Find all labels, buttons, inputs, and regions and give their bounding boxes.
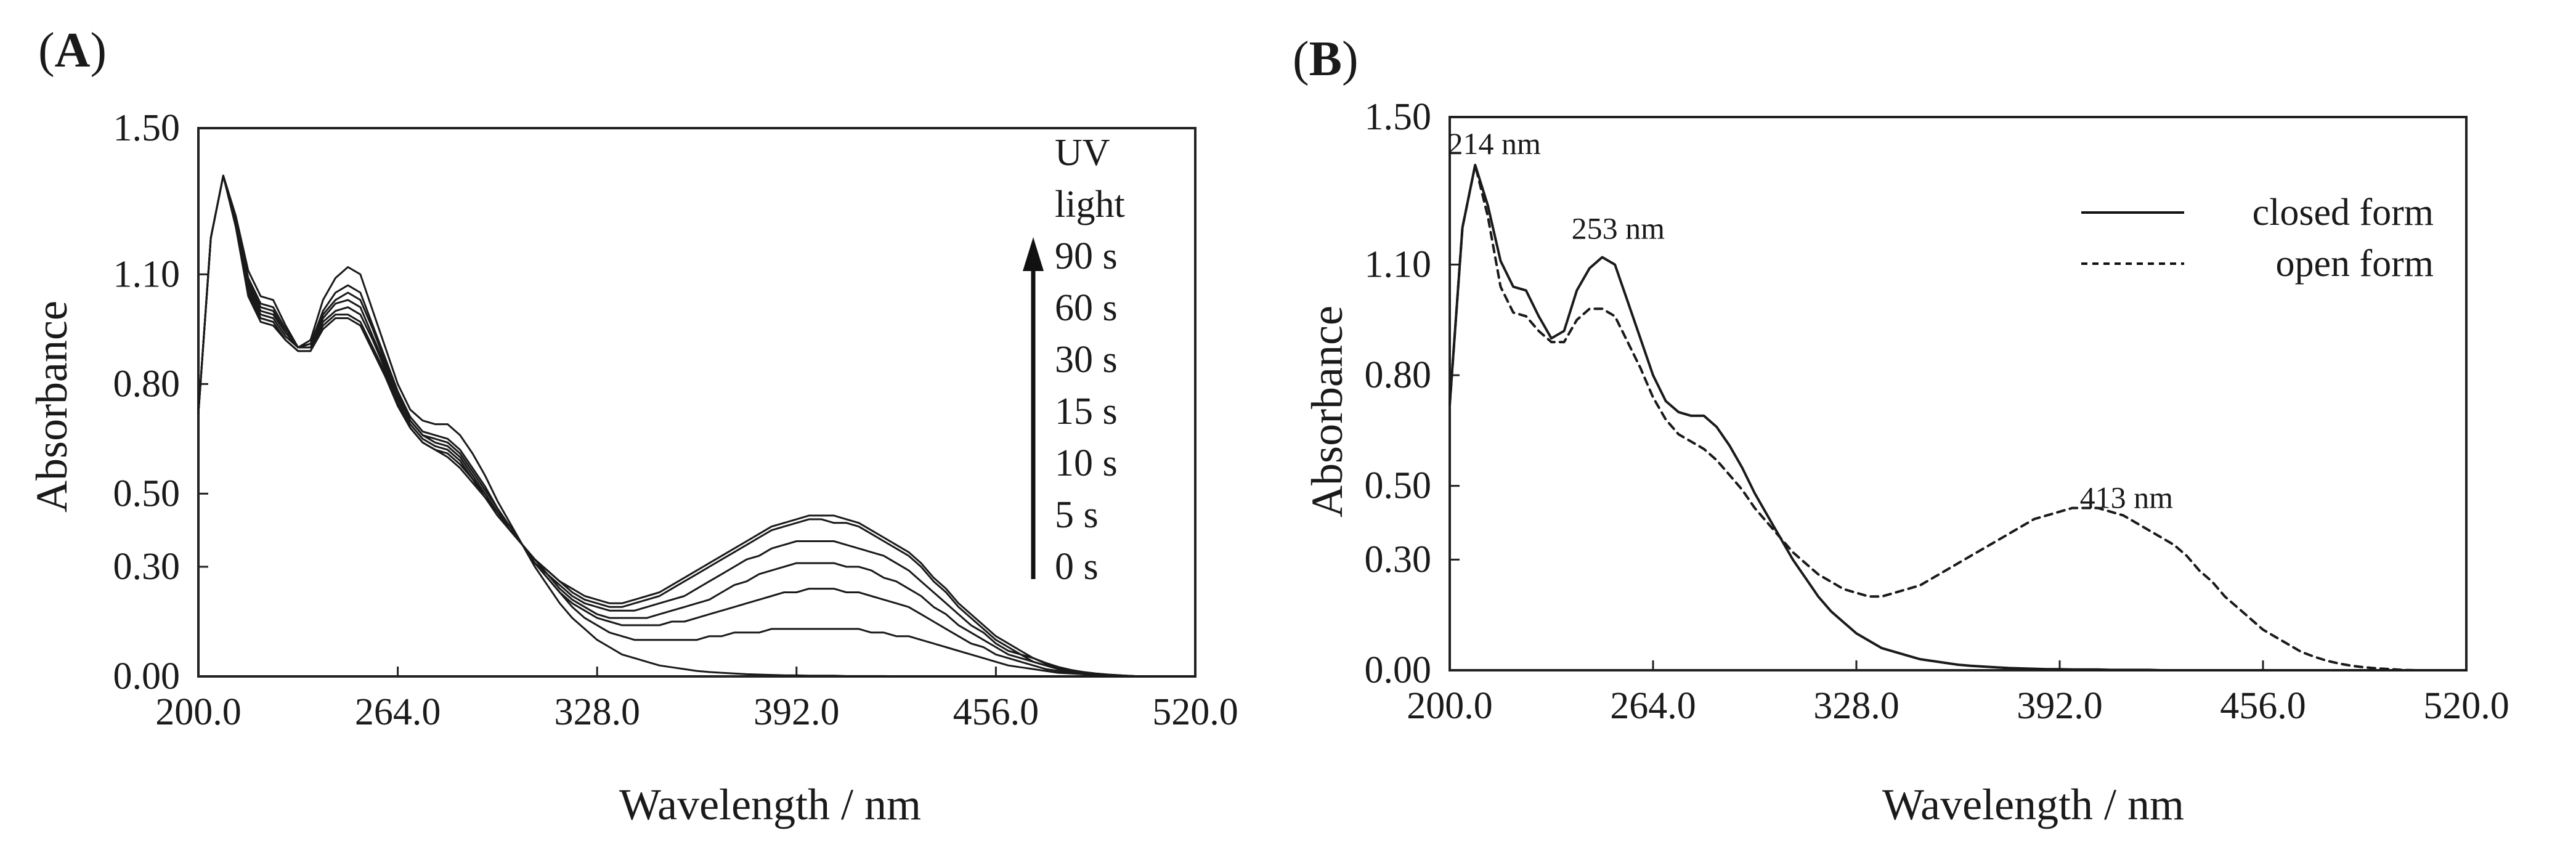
panel-a-xtick-label: 392.0 [754,691,840,733]
panel-b-annotation-413-nm: 413 nm [2080,481,2174,515]
panel-label-close-paren: ) [1342,32,1359,86]
panel-a-ytick-label: 0.00 [113,655,181,697]
panel-b-xtick-label: 328.0 [1813,685,1899,727]
panel-label-close-paren: ) [90,23,107,78]
panel-label-open-paren: ( [1293,32,1309,86]
panel-b-ytick-label: 0.50 [1365,465,1432,507]
panel-b-label: (B) [1293,32,1359,86]
uv-header-line1: UV [1055,132,1110,174]
panel-a-ytick-label: 0.50 [113,473,181,514]
panel-b-ytick-label: 0.30 [1365,538,1432,580]
time-label-10s: 10 s [1055,442,1118,484]
panel-a-series-15-s [197,174,1197,678]
panel-a-series-5-s [197,174,1197,678]
panel-b-xtick-label: 392.0 [2017,685,2103,727]
panel-a-ytick-label: 1.50 [113,107,181,149]
panel-label-letter: A [55,23,91,78]
time-label-60s: 60 s [1055,287,1118,329]
panel-a-ytick-label: 0.30 [113,546,181,588]
panel-b-xtick-label: 456.0 [2220,685,2306,727]
panel-a-xtick-label: 200.0 [155,691,242,733]
time-label-15s: 15 s [1055,391,1118,432]
panel-a-xtick-label: 456.0 [953,691,1039,733]
panel-b-ytick-label: 0.00 [1365,649,1432,691]
panel-b-series-open-form [1448,163,2468,671]
panel-b-ytick-label: 1.50 [1365,96,1432,138]
uv-arrow-head [1023,237,1044,271]
panel-a-series-10-s [197,174,1197,678]
panel-a-series-0-s [197,174,1197,678]
panel-label-letter: B [1309,32,1342,86]
panel-b-xlabel: Wavelength / nm [1882,780,2184,829]
panel-label-open-paren: ( [38,23,55,78]
panel-a-ylabel: Absorbance [27,301,76,513]
time-label-5s: 5 s [1055,494,1099,536]
panel-a-label: (A) [38,23,107,78]
panel-b-plot-area: 200.0 264.0 328.0 392.0 456.0 520.0 0.00 0.30 0.… [1365,96,2509,727]
panel-b-ytick-label: 0.80 [1365,354,1432,396]
uv-header-line2: light [1055,184,1125,225]
time-label-90s: 90 s [1055,235,1118,277]
panel-a-series-60-s [197,174,1197,678]
panel-b: (B) Absorbance Wavelength / nm 200.0 264.… [1293,32,2509,829]
panel-a-xtick-label: 264.0 [355,691,441,733]
time-label-0s: 0 s [1055,546,1099,588]
time-label-30s: 30 s [1055,339,1118,381]
panel-b-ytick-label: 1.10 [1365,243,1432,285]
panel-b-xtick-label: 520.0 [2423,685,2509,727]
panel-b-ylabel: Absorbance [1302,306,1352,517]
panel-b-xtick-label: 200.0 [1407,685,1493,727]
panel-a-xtick-label: 520.0 [1152,691,1238,733]
panel-a-plot-area: 200.0 264.0 328.0 392.0 456.0 520.0 0.00 0.30 0.… [113,107,1238,733]
legend-label-closed-form: closed form [2253,192,2434,233]
panel-a-ytick-label: 0.80 [113,363,181,405]
panel-b-xtick-label: 264.0 [1610,685,1696,727]
panel-a: (A) Absorbance Wavelength / nm 200.0 264.… [27,23,1238,829]
panel-a-xlabel: Wavelength / nm [619,780,921,829]
panel-a-plot-frame [197,127,1197,678]
panel-a-ytick-label: 1.10 [113,253,181,295]
legend-label-open-form: open form [2275,243,2434,285]
panel-b-series-closed-form [1448,163,2468,671]
panel-b-annotation-214-nm: 214 nm [1447,126,1541,161]
panel-a-series-30-s [197,174,1197,678]
panel-a-xtick-label: 328.0 [554,691,640,733]
panel-b-annotation-253-nm: 253 nm [1572,211,1665,246]
panel-a-series-90-s [197,174,1197,678]
